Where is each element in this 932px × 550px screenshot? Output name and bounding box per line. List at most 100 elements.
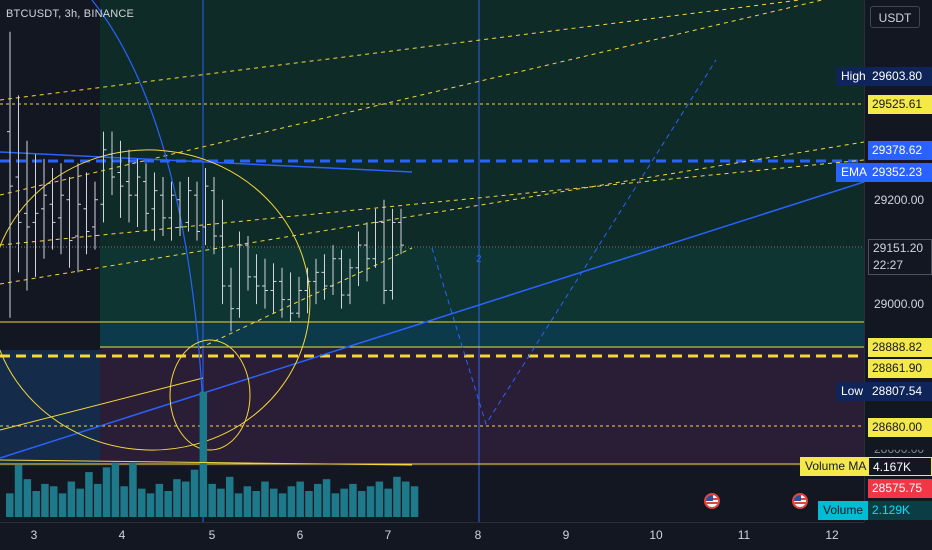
ohlc-bar <box>270 263 277 314</box>
volume-bar <box>410 486 419 517</box>
high-name-tag: High <box>836 67 868 86</box>
current-price-tag: 29151.20 22:27 <box>868 239 932 275</box>
time-tick-3: 3 <box>30 528 38 542</box>
projection-path[interactable] <box>431 59 717 426</box>
green-zone <box>100 248 864 324</box>
ohlc-bar <box>287 272 294 323</box>
tick-28600-partial: 28600.00 <box>874 450 924 456</box>
volume-bar <box>384 488 392 517</box>
time-tick-11: 11 <box>737 528 751 542</box>
volume-bar <box>120 486 128 517</box>
volume-bar <box>138 488 146 517</box>
ohlc-bar <box>117 140 124 218</box>
ohlc-bar <box>219 199 226 305</box>
volume-bar <box>199 391 208 517</box>
volume-bar <box>278 493 287 517</box>
volume-bar <box>164 491 172 517</box>
volume-bar <box>226 476 234 517</box>
trendline-blue-main[interactable] <box>0 181 864 459</box>
price-bars <box>7 31 404 332</box>
volume-bar <box>85 472 93 517</box>
volume-bar <box>14 465 23 517</box>
volume-bar <box>146 493 155 517</box>
session-zone-left <box>0 0 100 350</box>
trendline-yellow-4[interactable] <box>0 159 864 246</box>
tick-29200: 29200.00 <box>874 193 925 207</box>
ohlc-bar <box>389 208 396 300</box>
ohlc-bar <box>168 181 175 241</box>
volume-bar <box>314 483 322 517</box>
volume-ma-line <box>0 459 413 466</box>
symbol-title: BTCUSDT, 3h, BINANCE <box>6 8 135 20</box>
time-tick-7: 7 <box>384 528 392 542</box>
volume-bar <box>331 493 340 517</box>
ohlc-bar <box>143 163 149 232</box>
volume-name-tag: Volume <box>818 501 868 520</box>
ohlc-bar <box>236 231 243 318</box>
volume-bars <box>6 391 419 517</box>
arc-curve-blue[interactable] <box>91 0 206 456</box>
purple-zone <box>100 348 864 466</box>
ohlc-bar <box>372 208 379 268</box>
ohlc-bar <box>313 258 319 305</box>
volume-bar <box>375 481 384 517</box>
volume-ma-name-tag: Volume MA <box>800 457 868 476</box>
ohlc-bar <box>398 208 404 255</box>
trendline-yellow-3[interactable] <box>0 141 864 285</box>
ohlc-bar <box>66 177 73 268</box>
volume-bar <box>58 493 67 517</box>
time-axis[interactable] <box>0 522 864 550</box>
time-tick-5: 5 <box>208 528 216 542</box>
volume-bar <box>32 491 40 517</box>
ohlc-bar <box>49 167 56 250</box>
volume-bar <box>322 479 331 517</box>
ellipse-large[interactable] <box>0 137 322 464</box>
volume-bar <box>349 483 357 517</box>
ohlc-bar <box>321 254 328 300</box>
ohlc-bar <box>92 181 98 250</box>
volume-bar <box>76 488 84 517</box>
volume-bar <box>102 467 111 517</box>
low-name-tag: Low <box>836 382 868 401</box>
ohlc-bar <box>134 158 141 227</box>
trendline-yellow-1[interactable] <box>0 0 801 101</box>
ellipse-small[interactable] <box>169 339 251 451</box>
volume-bar <box>173 479 181 517</box>
ohlc-bar <box>253 254 260 305</box>
volume-bar <box>287 486 296 517</box>
ema-name-tag: EMA <box>836 163 868 182</box>
blue-zone <box>100 324 864 348</box>
ohlc-bar <box>381 199 387 305</box>
trendline-yellow-2[interactable] <box>0 0 864 196</box>
trendline-blue-top[interactable] <box>0 151 413 173</box>
level-28680-tag: 28680.00 <box>868 418 932 437</box>
volume-bar <box>67 481 76 517</box>
trendline-yellow-5[interactable] <box>199 247 413 349</box>
currency-button[interactable]: USDT <box>870 6 920 28</box>
ohlc-bar <box>15 95 22 273</box>
us-flag-event-icon[interactable] <box>792 493 808 509</box>
green-zone-top <box>100 0 864 248</box>
volume-value-tag: 2.129K <box>868 501 932 520</box>
us-flag-event-icon[interactable] <box>704 493 720 509</box>
ohlc-bar <box>126 149 132 223</box>
volume-bar <box>305 491 313 517</box>
ohlc-bar <box>279 267 285 318</box>
ohlc-bar <box>245 236 251 291</box>
chart-canvas[interactable]: 2 <box>0 0 864 522</box>
trendline-yellow-lower[interactable] <box>0 377 204 431</box>
ohlc-bar <box>7 31 13 318</box>
volume-bar <box>50 486 58 517</box>
ema-value-tag: 29352.23 <box>868 163 932 182</box>
volume-bar <box>94 483 102 517</box>
ohlc-bar <box>202 167 209 246</box>
time-tick-8: 8 <box>474 528 482 542</box>
ohlc-bar <box>100 131 107 223</box>
tick-29000: 29000.00 <box>874 297 925 311</box>
high-value-tag: 29603.80 <box>868 67 932 86</box>
volume-bar <box>261 481 269 517</box>
time-tick-6: 6 <box>296 528 304 542</box>
countdown-timer: 22:27 <box>873 258 904 272</box>
volume-bar <box>402 481 410 517</box>
